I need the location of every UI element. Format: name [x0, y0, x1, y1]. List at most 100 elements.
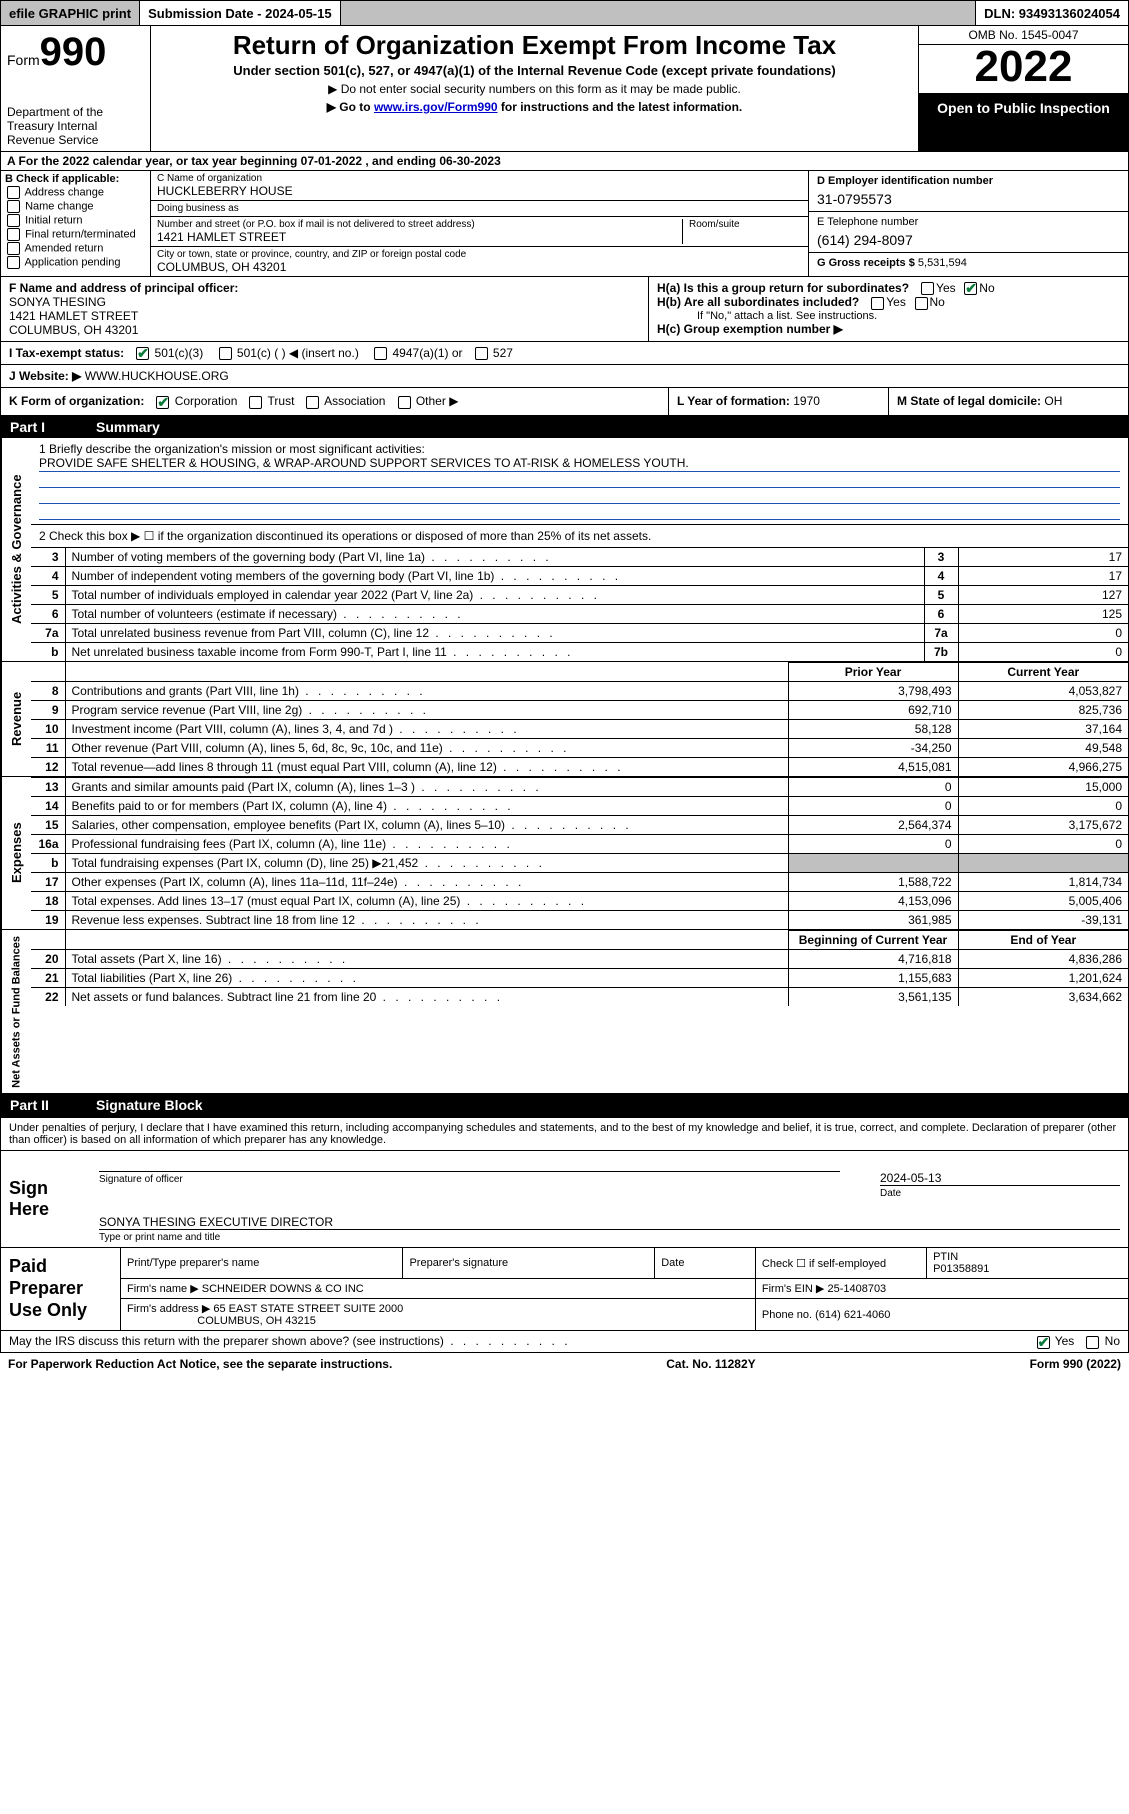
table-row: 6Total number of volunteers (estimate if…	[31, 604, 1128, 623]
current-value: -39,131	[958, 910, 1128, 929]
mission-line4	[39, 504, 1120, 520]
current-value: 5,005,406	[958, 891, 1128, 910]
footer-left: For Paperwork Reduction Act Notice, see …	[8, 1357, 392, 1371]
discuss-yes-checkbox[interactable]	[1037, 1336, 1050, 1349]
tax-exempt-status: I Tax-exempt status: 501(c)(3) 501(c) ( …	[1, 342, 1128, 364]
block-h: H(a) Is this a group return for subordin…	[648, 277, 1128, 341]
current-value: 4,053,827	[958, 681, 1128, 700]
part-2-num: Part II	[10, 1097, 80, 1113]
dln-label: DLN: 93493136024054	[976, 1, 1128, 25]
org-name: HUCKLEBERRY HOUSE	[157, 184, 802, 198]
prep-ptin-hdr: PTINP01358891	[927, 1248, 1128, 1279]
mission-line3	[39, 488, 1120, 504]
declaration-text: Under penalties of perjury, I declare th…	[1, 1118, 1128, 1150]
hb-no-checkbox[interactable]	[915, 297, 928, 310]
line-num: 3	[31, 547, 65, 566]
chk-corporation[interactable]	[156, 396, 169, 409]
ha-no: No	[979, 281, 994, 295]
discuss-no-checkbox[interactable]	[1086, 1336, 1099, 1349]
mission-text: PROVIDE SAFE SHELTER & HOUSING, & WRAP-A…	[39, 456, 1120, 472]
ha-no-checkbox[interactable]	[964, 282, 977, 295]
hc-label: H(c) Group exemption number ▶	[657, 322, 1120, 336]
line-text: Program service revenue (Part VIII, line…	[65, 700, 788, 719]
current-value: 0	[958, 796, 1128, 815]
opt-trust: Trust	[268, 394, 295, 408]
table-header-row: Beginning of Current YearEnd of Year	[31, 930, 1128, 949]
opt-501c3: 501(c)(3)	[155, 346, 204, 360]
line-value: 17	[958, 566, 1128, 585]
chk-trust[interactable]	[249, 396, 262, 409]
opt-other: Other ▶	[416, 394, 459, 408]
chk-501c[interactable]	[219, 347, 232, 360]
line-num: 15	[31, 815, 65, 834]
line-num: 7a	[31, 623, 65, 642]
line-box: 3	[924, 547, 958, 566]
line-text: Net assets or fund balances. Subtract li…	[65, 987, 788, 1006]
line-num: 4	[31, 566, 65, 585]
chk-527[interactable]	[475, 347, 488, 360]
line-num: 8	[31, 681, 65, 700]
net-assets-body: Beginning of Current YearEnd of Year20To…	[31, 930, 1128, 1094]
prior-value: 0	[788, 796, 958, 815]
chk-association[interactable]	[306, 396, 319, 409]
chk-501c3[interactable]	[136, 347, 149, 360]
cell-city: City or town, state or province, country…	[151, 247, 808, 276]
chk-address-change[interactable]: Address change	[5, 186, 146, 199]
line-text: Total number of volunteers (estimate if …	[65, 604, 924, 623]
part-2-title: Signature Block	[96, 1097, 203, 1113]
irs-link[interactable]: www.irs.gov/Form990	[374, 100, 498, 114]
line-num: 21	[31, 968, 65, 987]
l-value: 1970	[793, 394, 820, 408]
discuss-no: No	[1105, 1334, 1120, 1348]
chk-application-pending[interactable]: Application pending	[5, 256, 146, 269]
governance-body: 1 Briefly describe the organization's mi…	[31, 438, 1128, 661]
line-box: 6	[924, 604, 958, 623]
line-num: 6	[31, 604, 65, 623]
ein-value: 31-0795573	[817, 191, 1120, 207]
table-row: 10Investment income (Part VIII, column (…	[31, 719, 1128, 738]
row-a-tax-year: A For the 2022 calendar year, or tax yea…	[0, 152, 1129, 171]
ha-yes-checkbox[interactable]	[921, 282, 934, 295]
table-row: 8Contributions and grants (Part VIII, li…	[31, 681, 1128, 700]
irs-discuss-row: May the IRS discuss this return with the…	[0, 1331, 1129, 1352]
ha-label: H(a) Is this a group return for subordin…	[657, 281, 909, 295]
side-expenses: Expenses	[1, 777, 31, 929]
opt-assoc: Association	[324, 394, 385, 408]
firm-addr-cell: Firm's address ▶ 65 EAST STATE STREET SU…	[121, 1299, 755, 1331]
phone-label: E Telephone number	[817, 216, 1120, 228]
hb-no: No	[930, 295, 945, 309]
paid-preparer-label: Paid Preparer Use Only	[1, 1248, 121, 1330]
line-text: Net unrelated business taxable income fr…	[65, 642, 924, 661]
line-num: 10	[31, 719, 65, 738]
chk-final-return[interactable]: Final return/terminated	[5, 228, 146, 241]
chk-initial-return[interactable]: Initial return	[5, 214, 146, 227]
line-box: 5	[924, 585, 958, 604]
sig-officer-line[interactable]	[99, 1171, 840, 1172]
section-expenses: Expenses 13Grants and similar amounts pa…	[0, 777, 1129, 930]
chk-label: Initial return	[25, 214, 82, 226]
chk-4947[interactable]	[374, 347, 387, 360]
part-1-title: Summary	[96, 419, 160, 435]
hdr-curr: End of Year	[958, 930, 1128, 949]
sign-here-row: Sign Here Signature of officer 2024-05-1…	[1, 1150, 1128, 1247]
form-title: Return of Organization Exempt From Incom…	[159, 30, 910, 61]
section-net-assets: Net Assets or Fund Balances Beginning of…	[0, 930, 1129, 1095]
ha-yes: Yes	[936, 281, 956, 295]
line-num: 19	[31, 910, 65, 929]
mission-line2	[39, 472, 1120, 488]
current-value: 1,814,734	[958, 872, 1128, 891]
prior-value: 58,128	[788, 719, 958, 738]
chk-name-change[interactable]: Name change	[5, 200, 146, 213]
cell-phone: E Telephone number (614) 294-8097	[809, 212, 1128, 253]
line-value: 0	[958, 642, 1128, 661]
prior-value: 3,798,493	[788, 681, 958, 700]
form-header: Form990 Department of the Treasury Inter…	[0, 26, 1129, 152]
dept-label: Department of the Treasury Internal Reve…	[7, 105, 144, 147]
form-number-digits: 990	[40, 30, 107, 74]
city-value: COLUMBUS, OH 43201	[157, 260, 802, 274]
hb-yes-checkbox[interactable]	[871, 297, 884, 310]
chk-other[interactable]	[398, 396, 411, 409]
chk-amended-return[interactable]: Amended return	[5, 242, 146, 255]
sig-name-line: SONYA THESING EXECUTIVE DIRECTOR	[99, 1215, 1120, 1230]
efile-print-button[interactable]: efile GRAPHIC print	[1, 1, 140, 25]
